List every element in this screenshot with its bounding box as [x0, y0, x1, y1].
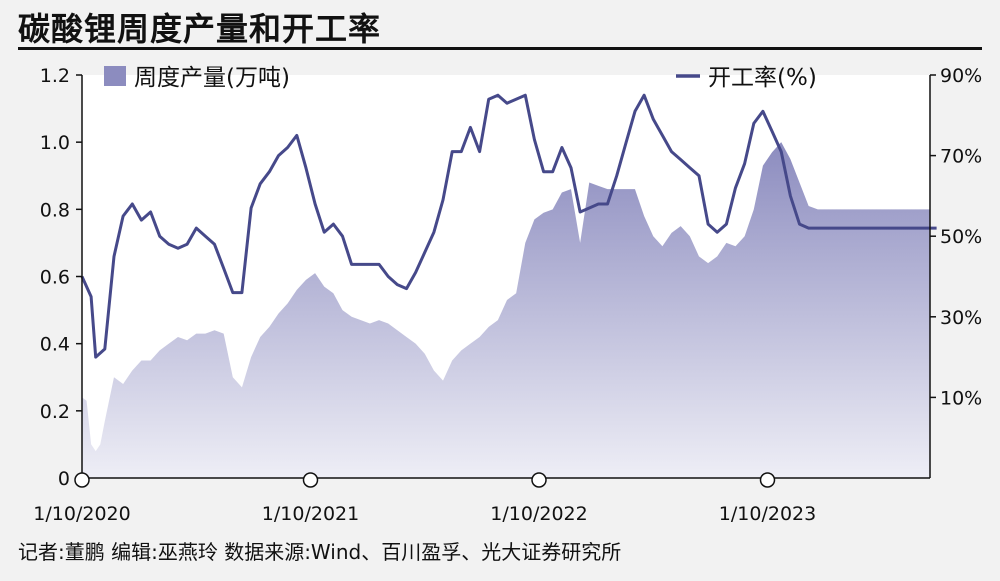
right-tick-label: 90% — [940, 65, 982, 87]
legend-label-utilization: 开工率(%) — [708, 65, 817, 91]
left-tick-label: 0 — [58, 468, 70, 490]
x-tick-marker — [531, 472, 547, 488]
left-tick-label: 0.8 — [40, 199, 70, 221]
legend-label-production: 周度产量(万吨) — [134, 65, 290, 91]
right-tick-label: 30% — [940, 307, 982, 329]
title-divider — [18, 47, 982, 50]
chart-title: 碳酸锂周度产量和开工率 — [18, 10, 382, 48]
right-tick-label: 50% — [940, 226, 982, 248]
x-tick-marker — [74, 472, 90, 488]
x-tick-label: 1/10/2022 — [490, 503, 587, 525]
series-production-area — [82, 142, 930, 478]
right-tick-label: 10% — [940, 387, 982, 409]
x-tick-label: 1/10/2020 — [33, 503, 130, 525]
x-tick-marker — [302, 472, 319, 488]
left-tick-label: 0.4 — [40, 334, 70, 356]
legend-swatch-production — [104, 66, 126, 86]
x-tick-label: 1/10/2021 — [262, 503, 359, 525]
left-tick-label: 1.0 — [40, 132, 70, 154]
right-tick-label: 70% — [940, 146, 982, 168]
series-utilization-line — [80, 93, 937, 359]
left-tick-label: 1.2 — [40, 65, 70, 87]
source-footer: 记者:董鹏 编辑:巫燕玲 数据来源:Wind、百川盈孚、光大证券研究所 — [18, 540, 622, 564]
chart: 0 0.2 0.4 0.6 0.8 1.0 1.2 10% 30% 50% 70% 90% 1/10/2… — [33, 65, 982, 525]
x-tick-label: 1/10/2023 — [719, 503, 816, 525]
x-tick-marker — [759, 472, 776, 488]
left-tick-label: 0.6 — [40, 267, 70, 289]
left-tick-label: 0.2 — [40, 401, 70, 423]
